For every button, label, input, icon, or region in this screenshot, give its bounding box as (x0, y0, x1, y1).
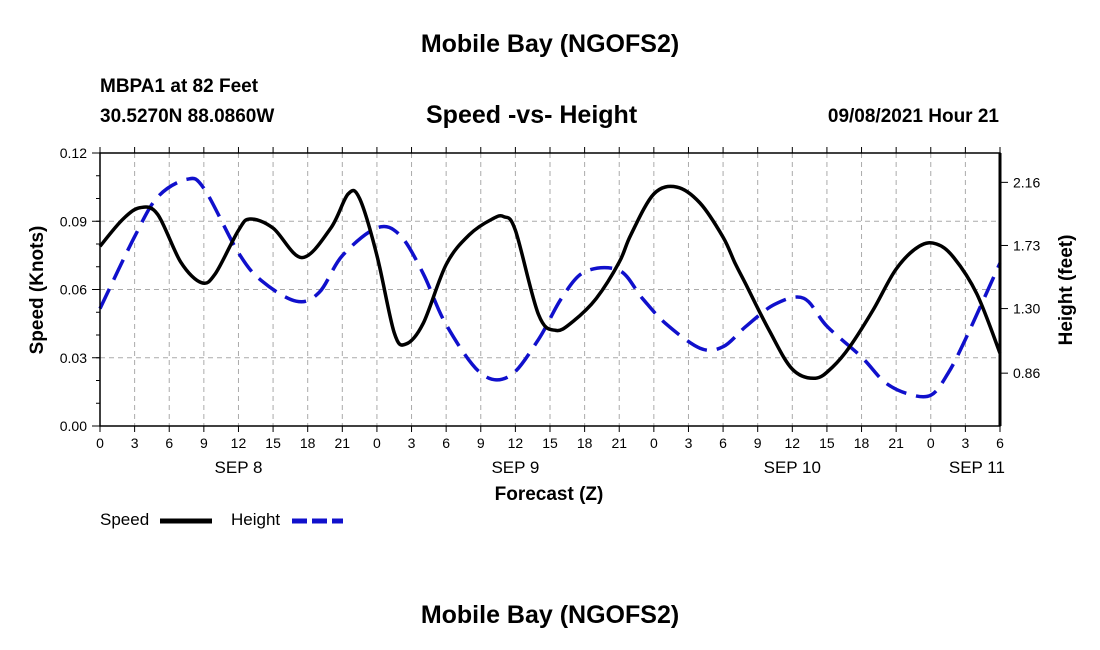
y2-tick-label: 1.30 (1013, 301, 1040, 317)
forecast-timestamp: 09/08/2021 Hour 21 (827, 106, 999, 127)
x-tick-label: 6 (165, 435, 173, 451)
x-tick-label: 6 (996, 435, 1004, 451)
x-tick-label: 21 (335, 435, 351, 451)
y-tick-label: 0.09 (60, 213, 87, 229)
x-tick-label: 21 (611, 435, 627, 451)
x-date-label: SEP 11 (949, 458, 1005, 477)
x-tick-label: 21 (888, 435, 904, 451)
x-date-label: SEP 10 (764, 458, 821, 477)
series-line-height (98, 176, 1002, 399)
x-tick-label: 18 (577, 435, 593, 451)
x-tick-label: 15 (265, 435, 281, 451)
x-tick-label: 3 (408, 435, 416, 451)
x-tick-label: 0 (96, 435, 104, 451)
x-tick-label: 18 (854, 435, 870, 451)
legend: Speed Height (100, 510, 343, 529)
station-coords: 30.5270N 88.0860W (100, 106, 275, 127)
series-group (98, 176, 1002, 399)
x-tick-label: 0 (650, 435, 658, 451)
axes: 0 3 6 9 12 15 18 21 0 3 6 9 12 15 18 21 0 3 6 9 12 15 18 21 0 3 6 0… (60, 145, 1041, 477)
chart-title: Speed -vs- Height (426, 101, 638, 129)
x-date-label: SEP 9 (491, 458, 539, 477)
grid (100, 153, 1000, 426)
x-tick-label: 15 (542, 435, 558, 451)
x-tick-label: 9 (754, 435, 762, 451)
top-title: Mobile Bay (NGOFS2) (420, 30, 680, 58)
x-tick-label: 6 (719, 435, 727, 451)
x-tick-label: 9 (200, 435, 208, 451)
y2-axis-title: Height (feet) (1056, 235, 1077, 346)
x-tick-label: 3 (685, 435, 693, 451)
x-tick-label: 3 (131, 435, 139, 451)
y2-tick-label: 1.73 (1013, 237, 1040, 253)
x-tick-label: 18 (300, 435, 316, 451)
x-tick-label: 15 (819, 435, 835, 451)
y-tick-label: 0.06 (60, 282, 87, 298)
y-tick-label: 0.00 (60, 418, 87, 434)
x-axis-title: Forecast (Z) (495, 484, 604, 505)
x-tick-label: 12 (785, 435, 801, 451)
bottom-title: Mobile Bay (NGOFS2) (420, 601, 680, 629)
y-tick-label: 0.03 (60, 350, 87, 366)
y-tick-label: 0.12 (60, 145, 87, 161)
y2-tick-label: 0.86 (1013, 365, 1040, 381)
x-tick-label: 6 (442, 435, 450, 451)
legend-label-speed: Speed (100, 510, 149, 529)
x-tick-label: 3 (961, 435, 969, 451)
station-name: MBPA1 at 82 Feet (100, 76, 259, 97)
x-tick-label: 12 (508, 435, 524, 451)
x-tick-label: 12 (231, 435, 247, 451)
y2-tick-label: 2.16 (1013, 174, 1040, 190)
x-date-label: SEP 8 (215, 458, 263, 477)
x-tick-label: 0 (373, 435, 381, 451)
legend-label-height: Height (231, 510, 280, 529)
x-tick-label: 0 (927, 435, 935, 451)
x-tick-label: 9 (477, 435, 485, 451)
series-line-speed (98, 184, 1002, 381)
y-axis-title: Speed (Knots) (27, 226, 48, 355)
